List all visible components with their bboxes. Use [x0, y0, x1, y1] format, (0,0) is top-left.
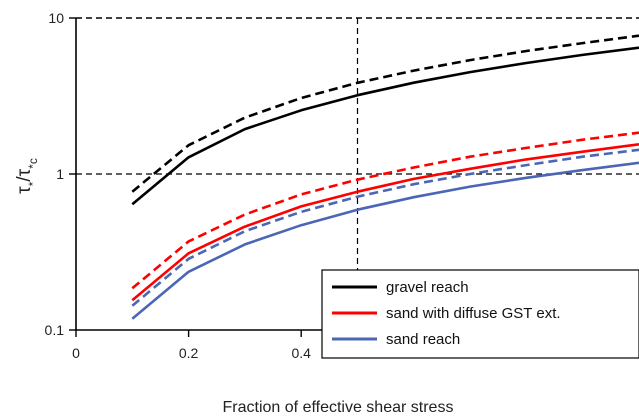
- legend: gravel reach sand with diffuse GST ext. …: [321, 269, 639, 359]
- series-line-0: [131, 46, 639, 206]
- series-lines: [131, 34, 639, 320]
- y-tick-label: 0.1: [45, 322, 65, 338]
- legend-label-sand: sand reach: [386, 331, 460, 348]
- legend-item-sand-gst: sand with diffuse GST ext.: [332, 305, 561, 322]
- x-tick-label: 0.2: [179, 345, 199, 361]
- y-tick-label: 1: [56, 166, 64, 182]
- series-line-1: [131, 34, 639, 193]
- y-axis-title-tau: τ: [14, 186, 35, 194]
- y-tick-label: 10: [48, 10, 64, 26]
- series-line-3: [131, 131, 639, 290]
- legend-label-gravel: gravel reach: [386, 279, 469, 296]
- series-line-2: [131, 143, 639, 302]
- legend-item-sand: sand reach: [332, 331, 460, 348]
- x-tick-label: 0.4: [291, 345, 311, 361]
- series-line-5: [131, 148, 639, 307]
- y-axis-title: τ*/τ*c: [14, 158, 40, 194]
- y-axis-title-sub1: *: [26, 181, 40, 186]
- legend-label-sand-gst: sand with diffuse GST ext.: [386, 305, 561, 322]
- y-ticks: 0.1 1 10: [45, 10, 76, 338]
- y-axis-title-tau2: τ: [14, 168, 35, 176]
- x-tick-label: 0: [72, 345, 80, 361]
- legend-item-gravel: gravel reach: [332, 279, 469, 296]
- series-line-4: [131, 161, 639, 320]
- x-axis-title: Fraction of effective shear stress: [223, 399, 454, 416]
- y-axis-title-slash: /: [14, 176, 35, 182]
- y-axis-title-sub2: *c: [26, 158, 40, 169]
